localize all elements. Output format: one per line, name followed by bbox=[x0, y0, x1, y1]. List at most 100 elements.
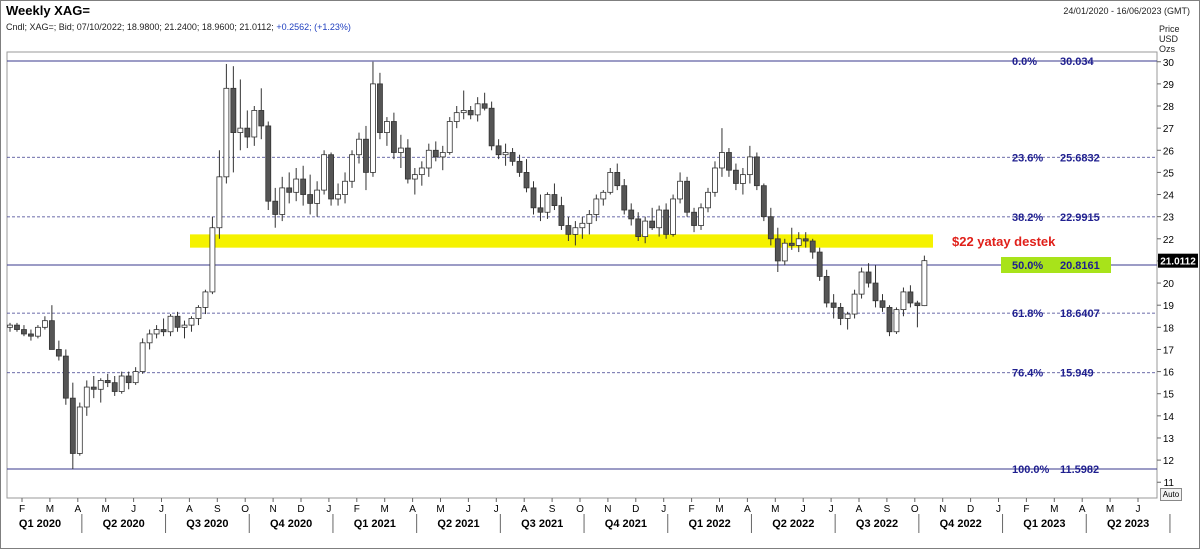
x-quarter-label: Q1 2021 bbox=[354, 518, 396, 530]
candle-up bbox=[76, 406, 83, 454]
candle-down bbox=[767, 216, 774, 240]
fib-price-label: 22.9915 bbox=[1060, 212, 1100, 224]
candle-up bbox=[209, 227, 216, 293]
x-month-label: D bbox=[297, 504, 304, 515]
candle-up bbox=[216, 176, 223, 229]
auto-scale-button[interactable]: Auto bbox=[1160, 488, 1182, 501]
y-tick-label: 26 bbox=[1163, 146, 1175, 157]
x-month-label: A bbox=[186, 504, 193, 515]
candle-down bbox=[516, 160, 523, 173]
x-month-label: N bbox=[604, 504, 611, 515]
y-tick-label: 12 bbox=[1163, 456, 1175, 467]
candle-down bbox=[21, 329, 27, 335]
y-tick-label: 13 bbox=[1163, 434, 1175, 445]
x-quarter-label: Q1 2022 bbox=[688, 518, 730, 530]
candle-up bbox=[132, 371, 139, 384]
x-month-label: A bbox=[856, 504, 863, 515]
quote-change: +0.2562; (+1.23%) bbox=[276, 22, 351, 32]
axis-unit-ozs: Ozs bbox=[1159, 44, 1176, 54]
candle-up bbox=[411, 174, 418, 180]
candle-up bbox=[195, 307, 202, 319]
x-month-label: J bbox=[494, 504, 499, 515]
candle-up bbox=[314, 189, 321, 204]
candle-down bbox=[48, 320, 55, 350]
candle-down bbox=[774, 238, 781, 262]
candle-up bbox=[593, 198, 600, 215]
y-tick-label: 25 bbox=[1163, 168, 1175, 179]
x-month-label: O bbox=[911, 504, 919, 515]
candle-up bbox=[418, 167, 425, 176]
candle-down bbox=[69, 397, 76, 454]
candle-up bbox=[656, 209, 663, 229]
fib-pct-label: 0.0% bbox=[1012, 56, 1037, 68]
candle-down bbox=[907, 291, 914, 304]
candle-up bbox=[293, 178, 300, 193]
x-quarter-label: Q4 2020 bbox=[270, 518, 312, 530]
x-quarter-label: Q2 2021 bbox=[437, 518, 479, 530]
candle-up bbox=[844, 313, 851, 319]
last-price-label: 21.0112 bbox=[1160, 257, 1196, 268]
x-month-label: J bbox=[661, 504, 666, 515]
x-month-label: M bbox=[46, 504, 54, 515]
candle-down bbox=[753, 156, 760, 187]
candle-down bbox=[55, 349, 62, 357]
candle-up bbox=[83, 386, 90, 408]
candle-down bbox=[125, 375, 132, 384]
candle-down bbox=[377, 83, 383, 133]
candle-down bbox=[230, 87, 237, 133]
candle-down bbox=[865, 271, 872, 284]
x-month-label: J bbox=[801, 504, 806, 515]
candle-up bbox=[474, 103, 481, 116]
candle-down bbox=[530, 187, 537, 209]
candle-up bbox=[579, 222, 586, 229]
x-month-label: J bbox=[466, 504, 471, 515]
fib-price-label: 15.949 bbox=[1060, 368, 1094, 380]
candle-down bbox=[649, 220, 656, 229]
candle-up bbox=[153, 329, 160, 335]
candle-down bbox=[258, 110, 265, 127]
candle-up bbox=[118, 375, 125, 392]
fib-price-label: 25.6832 bbox=[1060, 152, 1100, 164]
x-month-label: N bbox=[939, 504, 946, 515]
fib-50-highlight bbox=[1001, 257, 1111, 273]
candle-down bbox=[565, 225, 572, 235]
x-month-label: M bbox=[102, 504, 110, 515]
y-tick-label: 29 bbox=[1163, 80, 1175, 91]
candle-up bbox=[795, 238, 802, 246]
x-quarter-label: Q4 2021 bbox=[605, 518, 647, 530]
x-month-label: J bbox=[131, 504, 136, 515]
candle-up bbox=[502, 152, 509, 156]
candle-up bbox=[439, 152, 446, 158]
candle-down bbox=[265, 125, 272, 202]
candle-up bbox=[460, 110, 467, 114]
candle-down bbox=[111, 382, 118, 392]
axis-unit-currency: USD bbox=[1159, 34, 1179, 44]
x-month-label: M bbox=[436, 504, 444, 515]
x-month-label: F bbox=[1023, 504, 1029, 515]
candle-up bbox=[544, 194, 551, 213]
candle-down bbox=[809, 240, 816, 253]
candle-down bbox=[823, 276, 830, 304]
x-month-label: J bbox=[829, 504, 834, 515]
candle-down bbox=[62, 355, 69, 399]
x-month-label: A bbox=[409, 504, 416, 515]
y-tick-label: 28 bbox=[1163, 102, 1175, 113]
y-tick-label: 22 bbox=[1163, 235, 1175, 246]
x-quarter-label: Q1 2023 bbox=[1023, 518, 1065, 530]
candle-up bbox=[698, 207, 704, 226]
x-month-label: S bbox=[884, 504, 891, 515]
quote-values: Cndl; XAG=; Bid; 07/10/2022; 18.9800; 21… bbox=[6, 22, 274, 32]
y-tick-label: 20 bbox=[1163, 279, 1175, 290]
fib-price-label: 20.8161 bbox=[1060, 260, 1100, 272]
candle-down bbox=[481, 103, 488, 109]
candle-down bbox=[174, 315, 181, 328]
candle-down bbox=[307, 194, 314, 204]
x-quarter-label: Q4 2022 bbox=[940, 518, 982, 530]
y-tick-label: 18 bbox=[1163, 323, 1175, 334]
candle-down bbox=[509, 152, 516, 162]
candle-up bbox=[642, 220, 649, 237]
fib-price-label: 18.6407 bbox=[1060, 308, 1100, 320]
candle-up bbox=[139, 342, 146, 372]
candle-down bbox=[404, 147, 411, 180]
x-month-label: M bbox=[771, 504, 779, 515]
